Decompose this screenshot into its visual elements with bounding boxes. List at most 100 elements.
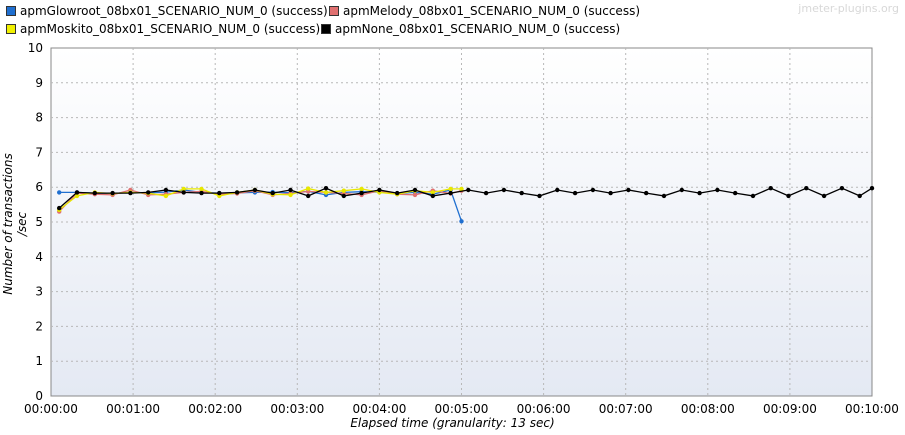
y-axis-ticks: 0 1 2 3 4 5 6 7 8 9 10 — [28, 41, 43, 403]
data-point — [869, 186, 875, 191]
data-point — [163, 187, 169, 193]
data-point — [110, 190, 115, 196]
data-point — [804, 186, 809, 191]
legend-label-none: apmNone_08bx01_SCENARIO_NUM_0 (success) — [335, 22, 621, 36]
data-point — [270, 190, 275, 196]
legend-label-glowroot: apmGlowroot_08bx01_SCENARIO_NUM_0 (succe… — [20, 4, 328, 18]
data-point — [234, 190, 240, 195]
data-point — [768, 186, 773, 191]
series-3 — [57, 186, 875, 211]
data-point — [626, 187, 631, 193]
data-point — [288, 192, 293, 198]
data-point — [306, 186, 311, 191]
data-point — [74, 190, 80, 195]
x-tick-label: 00:02:00 — [188, 402, 242, 416]
data-point — [430, 193, 435, 199]
x-tick-label: 00:09:00 — [763, 402, 817, 416]
y-tick-label: 7 — [35, 145, 43, 159]
x-tick-label: 00:04:00 — [352, 402, 406, 416]
data-point — [323, 190, 329, 195]
data-point — [448, 186, 453, 192]
x-axis-label: Elapsed time (granularity: 13 sec) — [350, 416, 555, 430]
x-tick-label: 00:08:00 — [681, 402, 735, 416]
data-point — [74, 193, 80, 199]
data-point — [217, 190, 222, 196]
data-point — [608, 190, 613, 196]
legend-item-melody: apmMelody_08bx01_SCENARIO_NUM_0 (success… — [329, 4, 640, 18]
watermark: jmeter-plugins.org — [798, 2, 899, 15]
x-tick-label: 00:00:00 — [24, 402, 78, 416]
data-point — [395, 190, 400, 196]
data-point — [786, 193, 791, 199]
data-point — [519, 190, 524, 196]
x-tick-label: 00:06:00 — [517, 402, 571, 416]
data-point — [483, 190, 489, 196]
data-point — [359, 186, 364, 192]
legend-item-glowroot: apmGlowroot_08bx01_SCENARIO_NUM_0 (succe… — [6, 4, 328, 18]
data-point — [341, 193, 346, 199]
series-line — [58, 189, 462, 213]
data-point — [750, 193, 756, 199]
y-axis-label: Number of transactions /sec — [1, 153, 29, 295]
y-tick-label: 9 — [35, 76, 43, 90]
data-point — [857, 193, 862, 199]
data-point — [359, 190, 364, 196]
y-tick-label: 0 — [35, 389, 43, 403]
data-point — [252, 187, 258, 193]
y-tick-label: 1 — [35, 354, 43, 368]
legend-swatch-none — [321, 24, 331, 34]
data-point — [537, 193, 542, 199]
x-axis-ticks: 00:00:00 00:01:00 00:02:00 00:03:00 00:04:00… — [24, 402, 899, 416]
data-point — [448, 190, 453, 196]
data-point — [128, 190, 133, 196]
data-point — [92, 190, 98, 196]
legend-swatch-moskito — [6, 24, 16, 34]
data-point — [306, 193, 311, 199]
data-point — [199, 186, 204, 192]
data-point — [199, 190, 204, 196]
legend-item-none: apmNone_08bx01_SCENARIO_NUM_0 (success) — [321, 22, 620, 36]
data-point — [57, 190, 62, 195]
data-point — [459, 219, 464, 224]
y-tick-label: 3 — [35, 285, 43, 299]
data-point — [572, 190, 578, 196]
data-point — [590, 187, 596, 193]
data-point — [412, 192, 418, 198]
data-point — [412, 187, 418, 193]
y-tick-label: 4 — [35, 250, 43, 264]
data-point — [57, 205, 62, 211]
y-tick-label: 2 — [35, 319, 43, 333]
data-point — [839, 186, 845, 191]
x-tick-label: 00:01:00 — [106, 402, 160, 416]
x-tick-label: 00:03:00 — [270, 402, 324, 416]
data-point — [288, 187, 293, 193]
legend-label-melody: apmMelody_08bx01_SCENARIO_NUM_0 (success… — [343, 4, 640, 18]
series-layer — [57, 186, 875, 224]
data-point — [733, 190, 738, 196]
y-tick-label: 8 — [35, 111, 43, 125]
legend-item-moskito: apmMoskito_08bx01_SCENARIO_NUM_0 (succes… — [6, 22, 320, 36]
y-tick-label: 5 — [35, 215, 43, 229]
data-point — [181, 190, 186, 195]
data-point — [430, 190, 435, 195]
data-point — [181, 186, 186, 192]
y-tick-label: 10 — [28, 41, 43, 55]
data-point — [323, 186, 329, 191]
x-tick-label: 00:07:00 — [599, 402, 653, 416]
data-point — [377, 187, 382, 193]
x-tick-label: 00:05:00 — [435, 402, 489, 416]
data-point — [466, 187, 471, 193]
x-tick-label: 00:10:00 — [845, 402, 899, 416]
data-point — [555, 187, 560, 193]
data-point — [715, 187, 720, 193]
legend-swatch-glowroot — [6, 6, 16, 16]
legend-swatch-melody — [329, 6, 339, 16]
legend-label-moskito: apmMoskito_08bx01_SCENARIO_NUM_0 (succes… — [20, 22, 321, 36]
data-point — [146, 190, 151, 195]
data-point — [501, 187, 507, 193]
data-point — [679, 187, 684, 193]
data-point — [821, 193, 827, 199]
data-point — [341, 188, 346, 193]
y-tick-label: 6 — [35, 180, 43, 194]
data-point — [697, 190, 702, 196]
